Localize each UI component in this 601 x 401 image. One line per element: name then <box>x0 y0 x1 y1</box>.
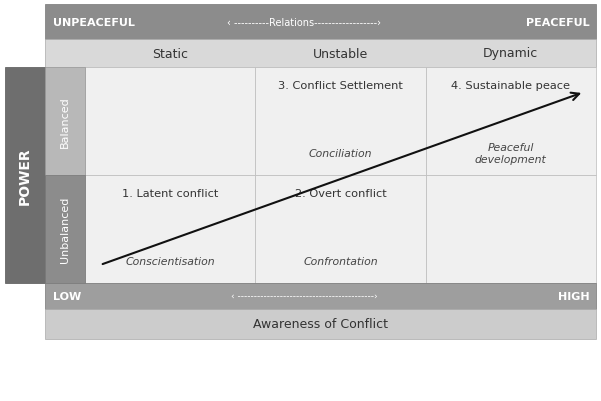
Bar <box>45 176 85 283</box>
Bar <box>255 68 426 176</box>
Text: Awareness of Conflict: Awareness of Conflict <box>253 318 388 331</box>
Bar <box>85 176 255 283</box>
Bar <box>45 309 596 339</box>
Text: 4. Sustainable peace: 4. Sustainable peace <box>451 81 570 91</box>
Text: Unstable: Unstable <box>313 47 368 60</box>
Text: UNPEACEFUL: UNPEACEFUL <box>53 18 135 27</box>
Bar <box>85 68 255 176</box>
Text: Conciliation: Conciliation <box>309 149 372 159</box>
Text: LOW: LOW <box>53 291 81 301</box>
Text: PEACEFUL: PEACEFUL <box>526 18 590 27</box>
Text: Dynamic: Dynamic <box>483 47 538 60</box>
Bar <box>45 40 596 68</box>
Bar <box>5 68 45 283</box>
Text: ‹ ------------------------------------------›: ‹ --------------------------------------… <box>231 292 377 301</box>
Text: Balanced: Balanced <box>60 96 70 148</box>
Bar <box>255 176 426 283</box>
Text: Peaceful
development: Peaceful development <box>475 143 547 164</box>
Text: Unbalanced: Unbalanced <box>60 196 70 263</box>
Text: Confrontation: Confrontation <box>303 256 378 266</box>
Text: 1. Latent conflict: 1. Latent conflict <box>122 188 218 198</box>
Bar <box>45 68 85 176</box>
Bar <box>0 0 85 68</box>
Bar <box>45 5 596 40</box>
Text: 3. Conflict Settlement: 3. Conflict Settlement <box>278 81 403 91</box>
Text: POWER: POWER <box>18 147 32 204</box>
Text: 2. Overt conflict: 2. Overt conflict <box>294 188 386 198</box>
Text: ‹ ----------Relations------------------›: ‹ ----------Relations------------------› <box>227 18 381 27</box>
Bar <box>426 176 596 283</box>
Text: HIGH: HIGH <box>558 291 590 301</box>
Bar <box>426 68 596 176</box>
Text: Static: Static <box>152 47 188 60</box>
Text: Conscientisation: Conscientisation <box>126 256 215 266</box>
Bar <box>45 283 596 309</box>
